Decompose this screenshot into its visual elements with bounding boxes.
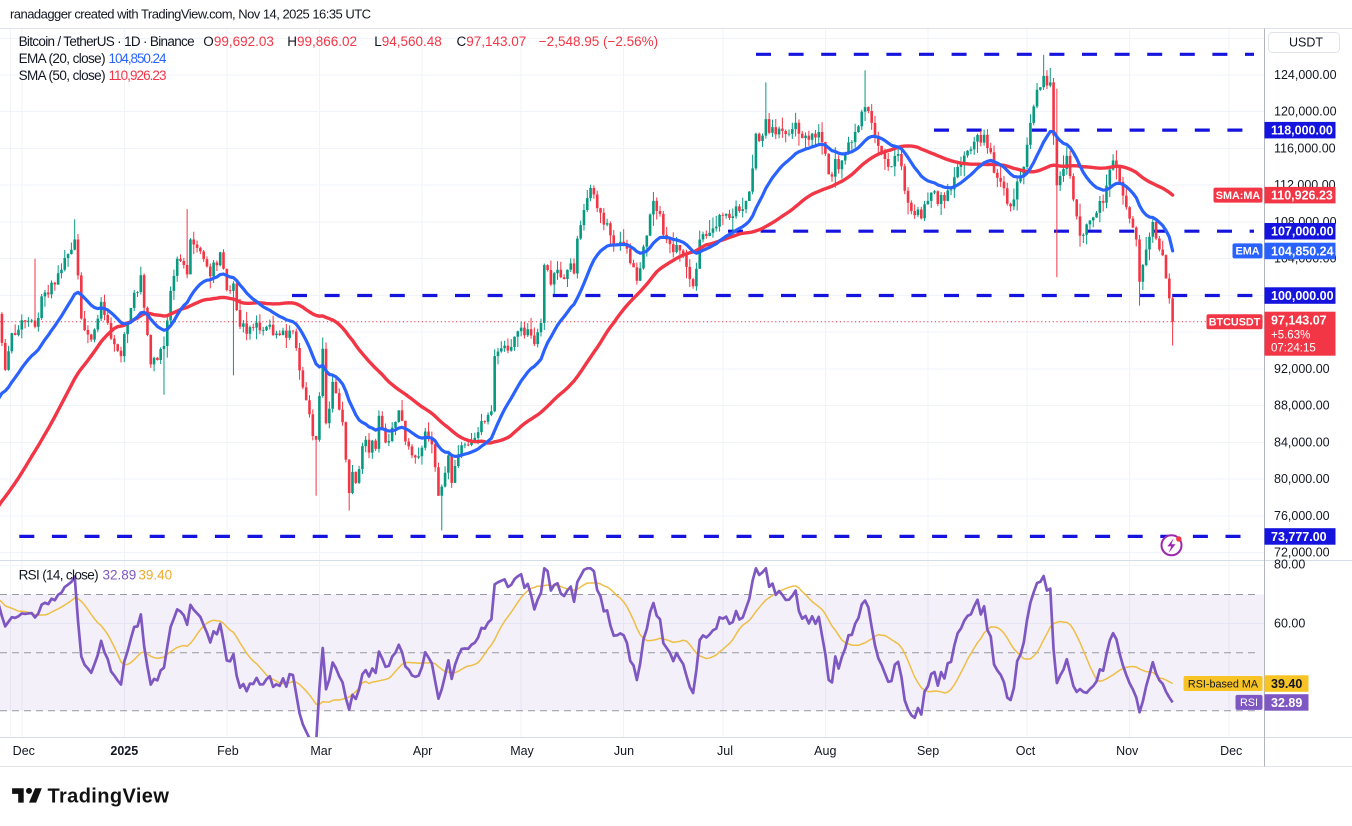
svg-text:124,000.00: 124,000.00 xyxy=(1274,68,1337,82)
svg-text:110,926.23: 110,926.23 xyxy=(1271,189,1333,203)
svg-text:Bitcoin / TetherUS · 1D · Bina: Bitcoin / TetherUS · 1D · Binance xyxy=(19,34,195,49)
svg-text:107,000.00: 107,000.00 xyxy=(1271,225,1334,239)
svg-text:SMA (50, close): SMA (50, close) xyxy=(19,68,106,83)
svg-text:73,777.00: 73,777.00 xyxy=(1271,530,1327,544)
svg-text:80.00: 80.00 xyxy=(1274,558,1305,572)
svg-text:BTCUSDT: BTCUSDT xyxy=(1209,317,1261,329)
svg-text:116,000.00: 116,000.00 xyxy=(1274,142,1336,156)
svg-text:104,850.24: 104,850.24 xyxy=(109,51,167,66)
svg-text:104,850.24: 104,850.24 xyxy=(1271,244,1334,258)
svg-text:80,000.00: 80,000.00 xyxy=(1274,472,1330,486)
svg-text:RSI-based MA: RSI-based MA xyxy=(1188,678,1259,690)
svg-text:2025: 2025 xyxy=(110,744,138,758)
svg-text:32.89: 32.89 xyxy=(1271,696,1302,710)
svg-text:Dec: Dec xyxy=(13,744,35,758)
svg-text:07:24:15: 07:24:15 xyxy=(1271,343,1316,355)
svg-text:TradingView: TradingView xyxy=(48,786,170,808)
svg-text:EMA (20, close): EMA (20, close) xyxy=(19,51,106,66)
svg-text:Jun: Jun xyxy=(614,744,634,758)
svg-text:Oct: Oct xyxy=(1016,744,1036,758)
svg-text:92,000.00: 92,000.00 xyxy=(1274,362,1330,376)
svg-text:RSI (14, close): RSI (14, close) xyxy=(19,568,99,583)
svg-text:118,000.00: 118,000.00 xyxy=(1271,124,1333,138)
svg-text:+5.63%: +5.63% xyxy=(1271,330,1310,342)
svg-text:Jul: Jul xyxy=(717,744,733,758)
svg-text:Mar: Mar xyxy=(310,744,332,758)
svg-text:Sep: Sep xyxy=(917,744,939,758)
svg-text:O99,692.03: O99,692.03 xyxy=(203,34,274,49)
svg-text:97,143.07: 97,143.07 xyxy=(1271,314,1327,328)
svg-text:84,000.00: 84,000.00 xyxy=(1274,436,1330,450)
svg-text:Dec: Dec xyxy=(1220,744,1242,758)
svg-text:88,000.00: 88,000.00 xyxy=(1274,399,1330,413)
svg-text:120,000.00: 120,000.00 xyxy=(1274,105,1337,119)
svg-text:SMA:MA: SMA:MA xyxy=(1216,190,1261,202)
svg-text:76,000.00: 76,000.00 xyxy=(1274,509,1330,523)
svg-text:ranadagger created with Tradin: ranadagger created with TradingView.com,… xyxy=(10,7,371,22)
svg-text:39.40: 39.40 xyxy=(138,568,172,583)
svg-text:Apr: Apr xyxy=(413,744,432,758)
svg-text:C97,143.07: C97,143.07 xyxy=(457,34,527,49)
svg-text:110,926.23: 110,926.23 xyxy=(109,68,167,83)
svg-text:EMA: EMA xyxy=(1236,246,1260,258)
svg-text:39.40: 39.40 xyxy=(1271,677,1302,691)
svg-text:Aug: Aug xyxy=(814,744,836,758)
svg-text:L94,560.48: L94,560.48 xyxy=(374,34,442,49)
svg-text:H99,866.02: H99,866.02 xyxy=(287,34,357,49)
svg-text:USDT: USDT xyxy=(1289,36,1323,50)
svg-text:60.00: 60.00 xyxy=(1274,617,1305,631)
svg-text:72,000.00: 72,000.00 xyxy=(1274,546,1330,560)
svg-text:100,000.00: 100,000.00 xyxy=(1271,289,1334,303)
svg-text:May: May xyxy=(510,744,534,758)
svg-text:32.89: 32.89 xyxy=(103,568,137,583)
svg-text:Feb: Feb xyxy=(217,744,239,758)
svg-text:RSI: RSI xyxy=(1240,697,1258,709)
svg-text:−2,548.95 (−2.56%): −2,548.95 (−2.56%) xyxy=(539,34,658,49)
svg-text:Nov: Nov xyxy=(1116,744,1139,758)
